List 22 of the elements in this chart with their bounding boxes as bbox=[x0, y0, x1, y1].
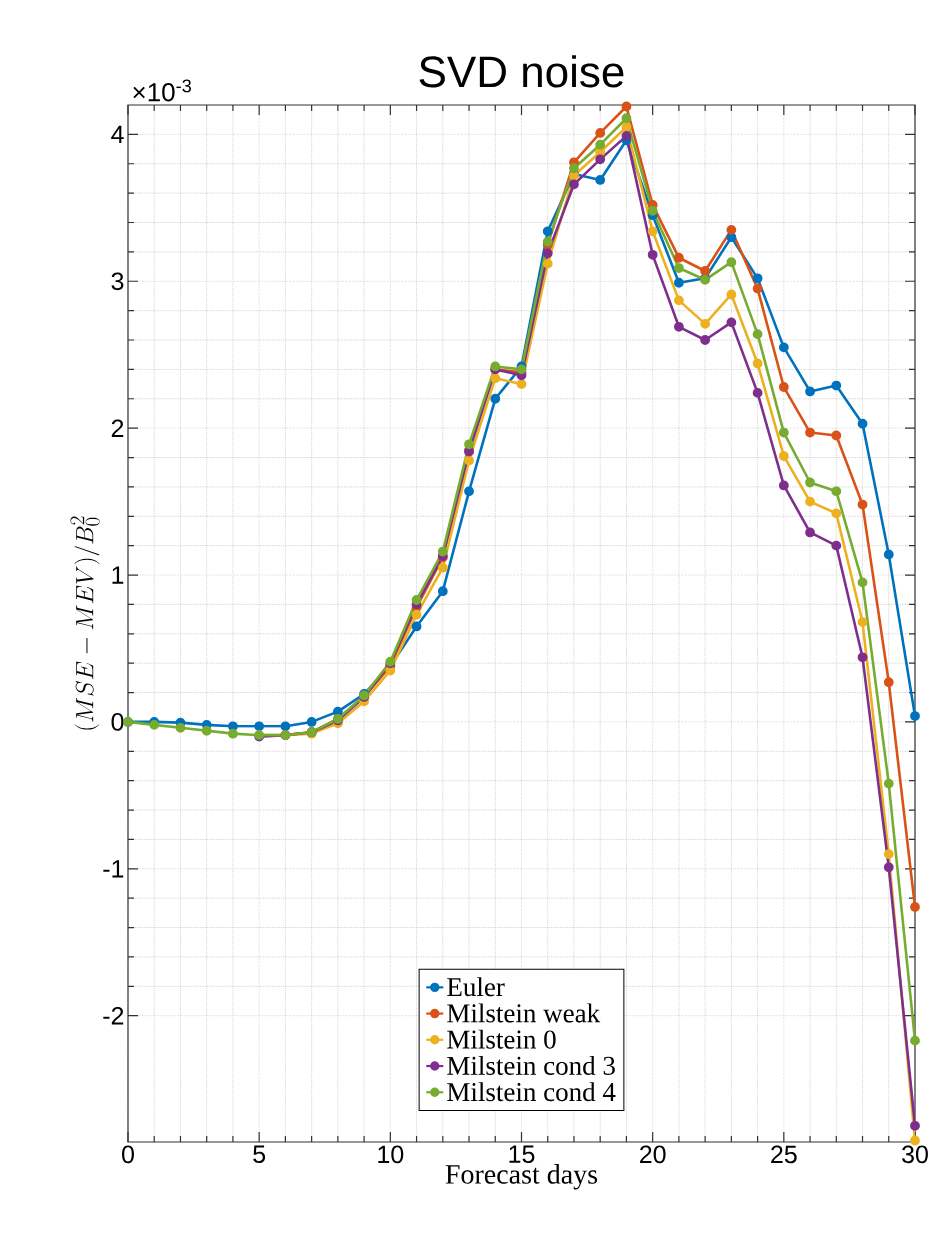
y-tick-label: 0 bbox=[111, 713, 124, 731]
text: ×10$^{-3}$ bbox=[133, 79, 192, 102]
y-tick-label: 2 bbox=[111, 419, 124, 437]
chart-title: SVD noise bbox=[419, 55, 624, 88]
x-tick-label: 10 bbox=[378, 1145, 404, 1164]
x-tick-label: 20 bbox=[640, 1145, 666, 1164]
legend-label: Milstein cond 3 bbox=[447, 1055, 615, 1075]
legend-label: Euler bbox=[447, 977, 505, 997]
legend-label: Milstein 0 bbox=[447, 1029, 556, 1049]
x-tick-label: 5 bbox=[253, 1145, 266, 1163]
y-axis-title: $(MSE-MEV)/B_0^2$ bbox=[70, 516, 100, 730]
x-tick-label: 15 bbox=[509, 1145, 535, 1163]
y-tick-label: 4 bbox=[111, 125, 124, 143]
x-tick-label: 30 bbox=[902, 1145, 928, 1164]
y-tick-label: -1 bbox=[103, 860, 124, 878]
legend-label: Milstein cond 4 bbox=[447, 1082, 616, 1102]
x-tick-label: 25 bbox=[771, 1145, 797, 1164]
y-tick-label: 3 bbox=[111, 272, 124, 291]
legend-label: Milstein weak bbox=[447, 1003, 601, 1023]
y-tick-label: 1 bbox=[112, 566, 124, 584]
x-axis-title: Forecast days bbox=[445, 1164, 598, 1190]
y-tick-label: -2 bbox=[103, 1006, 124, 1025]
